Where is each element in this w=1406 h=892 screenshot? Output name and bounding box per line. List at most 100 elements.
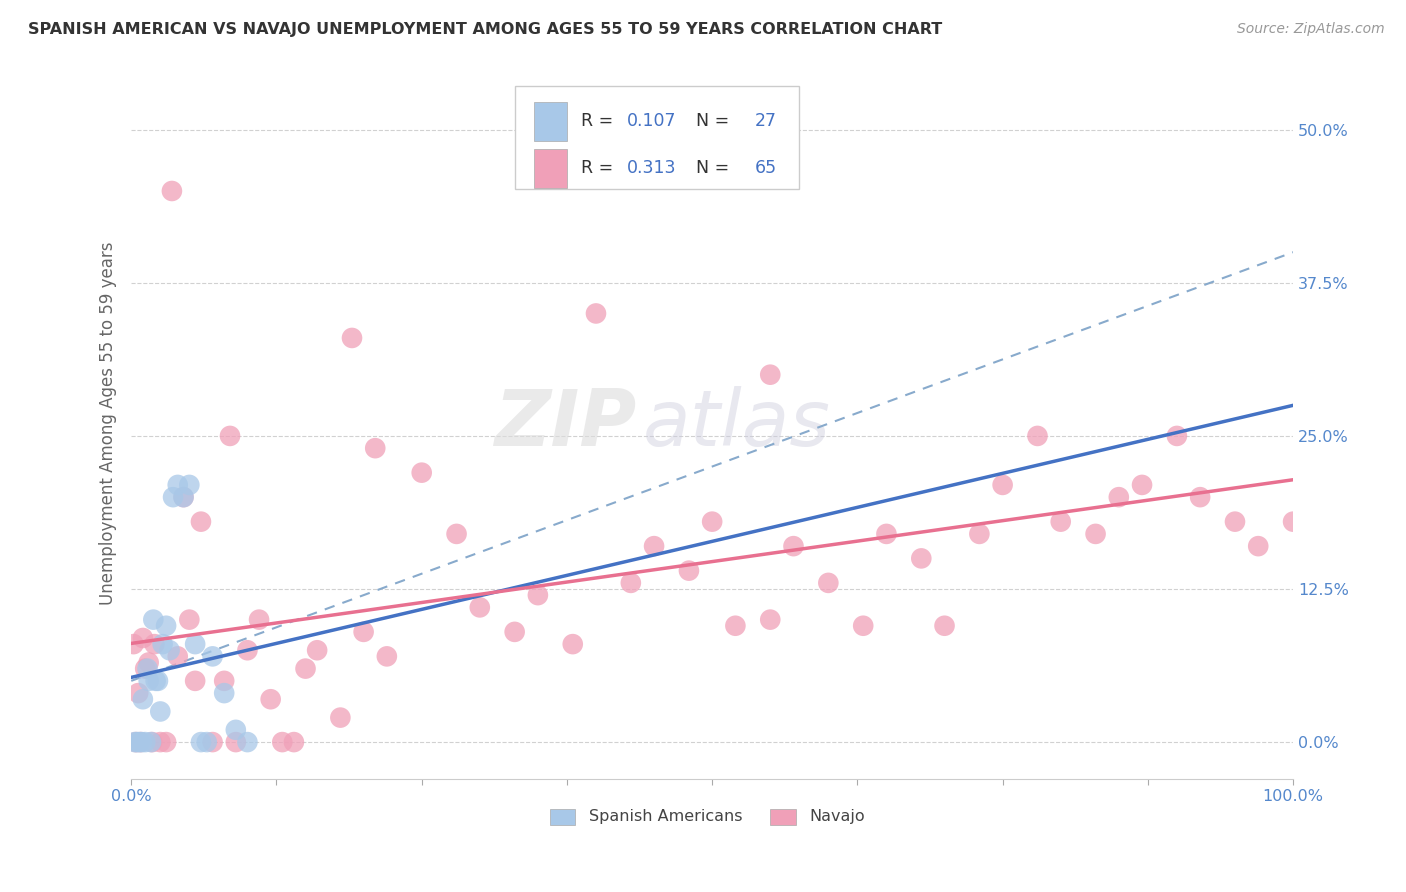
Point [1108,490,1130,504]
Point [702,515,724,529]
Point [1084,527,1107,541]
Point [149,735,172,749]
Point [219,429,242,443]
Point [225,735,247,749]
Point [910,551,932,566]
Point [759,613,782,627]
Point [1130,478,1153,492]
Point [1026,429,1049,443]
Point [247,613,270,627]
Point [620,575,643,590]
Point [122,637,145,651]
Point [852,619,875,633]
Point [1223,515,1246,529]
Point [184,637,207,651]
Point [307,643,329,657]
Point [236,735,259,749]
Point [294,662,316,676]
Point [212,686,235,700]
Point [127,686,149,700]
Point [143,637,166,651]
Point [162,490,184,504]
Text: Navajo: Navajo [810,809,865,824]
Text: N =: N = [686,112,735,130]
Point [146,673,169,688]
Point [260,692,283,706]
Point [969,527,991,541]
Point [353,624,375,639]
Text: 0.107: 0.107 [627,112,676,130]
Point [145,673,167,688]
Point [125,735,148,749]
Point [141,735,163,749]
Point [340,331,363,345]
Point [991,478,1014,492]
Point [782,539,804,553]
Point [468,600,491,615]
Point [132,631,155,645]
Point [190,735,212,749]
Point [759,368,782,382]
Text: atlas: atlas [643,385,831,462]
Text: 0.313: 0.313 [627,160,676,178]
Point [201,735,224,749]
Point [136,662,159,676]
Point [585,306,607,320]
Point [155,619,177,633]
Point [375,649,398,664]
Point [236,643,259,657]
Point [527,588,550,602]
Point [329,710,352,724]
Point [138,656,160,670]
Text: R =: R = [581,112,619,130]
Point [446,527,468,541]
Point [132,692,155,706]
Point [364,441,387,455]
Point [129,735,152,749]
Text: R =: R = [581,160,619,178]
Point [561,637,583,651]
Point [724,619,747,633]
Point [184,673,207,688]
Y-axis label: Unemployment Among Ages 55 to 59 years: Unemployment Among Ages 55 to 59 years [100,242,117,606]
Point [678,564,700,578]
Point [225,723,247,737]
FancyBboxPatch shape [515,87,799,189]
Bar [550,809,575,825]
Text: N =: N = [686,160,735,178]
Bar [534,102,567,141]
Text: Spanish Americans: Spanish Americans [589,809,742,824]
Point [125,735,148,749]
Point [1189,490,1212,504]
Point [173,490,195,504]
Text: SPANISH AMERICAN VS NAVAJO UNEMPLOYMENT AMONG AGES 55 TO 59 YEARS CORRELATION CH: SPANISH AMERICAN VS NAVAJO UNEMPLOYMENT … [28,22,942,37]
Point [1049,515,1071,529]
Point [134,735,156,749]
Point [149,705,172,719]
Point [142,613,165,627]
Point [138,673,160,688]
Point [190,515,212,529]
Point [1166,429,1188,443]
Point [1247,539,1270,553]
Point [124,735,146,749]
Point [179,478,201,492]
Point [201,649,224,664]
Point [131,735,153,749]
Point [195,735,218,749]
Point [160,184,183,198]
Point [271,735,294,749]
Point [643,539,665,553]
Point [139,735,162,749]
Point [173,490,195,504]
Point [411,466,433,480]
Point [152,637,174,651]
Point [934,619,956,633]
Text: 27: 27 [755,112,778,130]
Point [134,662,156,676]
Point [128,735,150,749]
Text: Source: ZipAtlas.com: Source: ZipAtlas.com [1237,22,1385,37]
Text: 65: 65 [755,160,778,178]
Point [212,673,235,688]
Point [283,735,305,749]
